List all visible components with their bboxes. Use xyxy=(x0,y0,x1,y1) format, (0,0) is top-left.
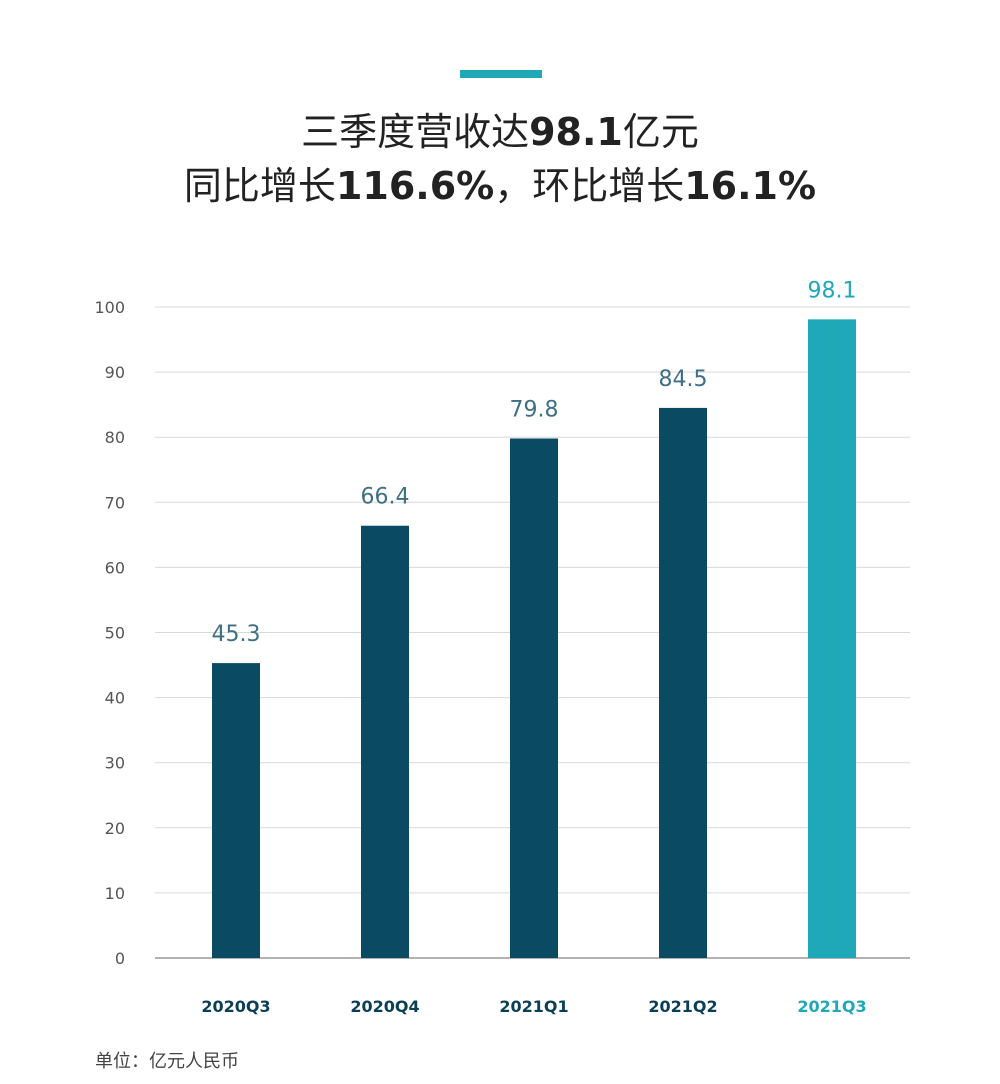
y-tick-label: 40 xyxy=(105,689,125,708)
title-line2-d: 16.1% xyxy=(684,164,817,208)
category-label-2020Q3: 2020Q3 xyxy=(201,997,270,1016)
bar-2021Q1 xyxy=(510,438,558,958)
bar-2020Q3 xyxy=(212,663,260,958)
y-tick-label: 10 xyxy=(105,884,125,903)
chart-title-line-1: 三季度营收达98.1亿元 xyxy=(0,108,1000,156)
title-line2-c: ，环比增长 xyxy=(494,164,685,208)
title-line2-b: 116.6% xyxy=(335,164,495,208)
title-line2-a: 同比增长 xyxy=(183,164,336,208)
y-tick-label: 90 xyxy=(105,363,125,382)
y-tick-label: 100 xyxy=(94,298,125,317)
title-line1-suffix: 亿元 xyxy=(622,110,699,154)
title-line1-value: 98.1 xyxy=(529,110,623,154)
y-tick-label: 60 xyxy=(105,558,125,577)
y-tick-label: 50 xyxy=(105,624,125,643)
y-tick-label: 70 xyxy=(105,493,125,512)
title-line1-prefix: 三季度营收达 xyxy=(301,110,530,154)
bar-2020Q4 xyxy=(361,525,409,958)
value-label-2021Q2: 84.5 xyxy=(659,367,708,392)
y-tick-label: 0 xyxy=(115,949,125,968)
value-label-2021Q1: 79.8 xyxy=(510,398,559,423)
y-tick-label: 80 xyxy=(105,428,125,447)
category-label-2021Q1: 2021Q1 xyxy=(499,997,568,1016)
category-label-2021Q2: 2021Q2 xyxy=(648,997,717,1016)
title-accent-line xyxy=(460,70,542,78)
category-label-2021Q3: 2021Q3 xyxy=(797,997,866,1016)
bar-2021Q2 xyxy=(659,407,707,958)
y-tick-label: 20 xyxy=(105,819,125,838)
value-label-2020Q4: 66.4 xyxy=(361,485,410,510)
category-label-2020Q4: 2020Q4 xyxy=(350,997,419,1016)
unit-label: 单位：亿元人民币 xyxy=(95,1051,239,1072)
chart-title-line-2: 同比增长116.6%，环比增长16.1% xyxy=(0,162,1000,210)
bar-2021Q3 xyxy=(808,319,856,958)
value-label-2021Q3: 98.1 xyxy=(808,278,857,303)
y-tick-label: 30 xyxy=(105,754,125,773)
value-label-2020Q3: 45.3 xyxy=(212,622,261,647)
